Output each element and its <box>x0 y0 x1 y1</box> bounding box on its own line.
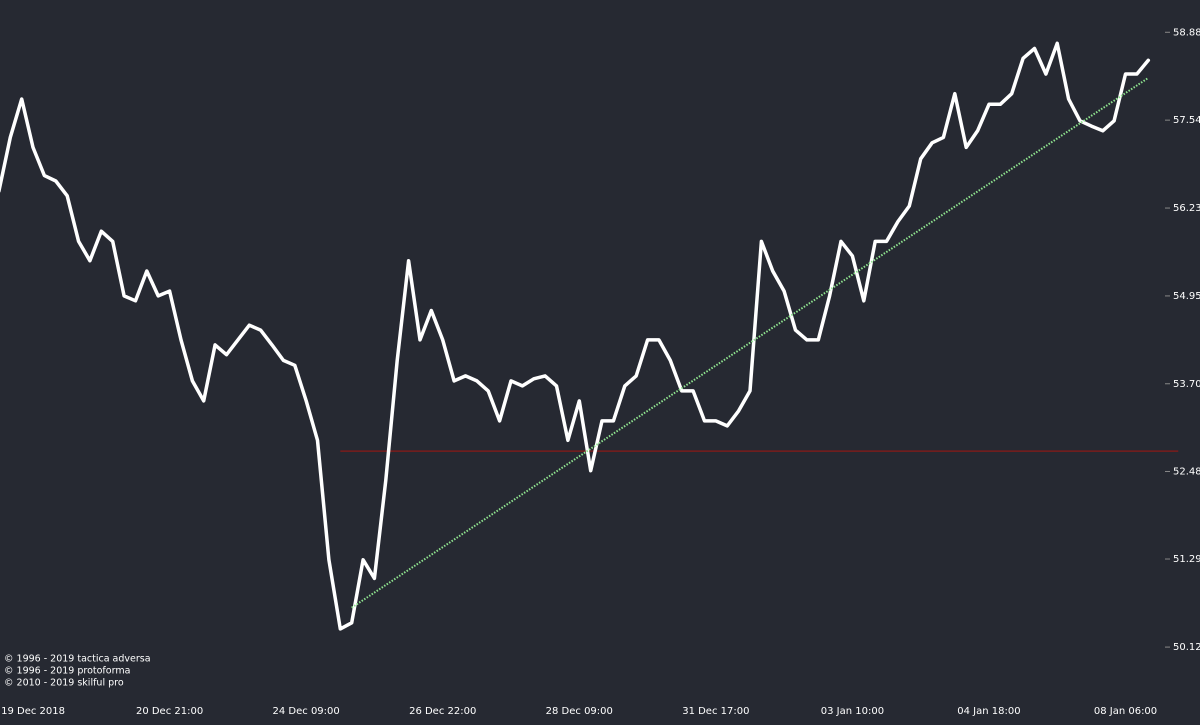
trend-line <box>351 77 1149 609</box>
y-tick-label: 52.48 <box>1173 466 1200 477</box>
y-tick-label: 56.23 <box>1173 203 1200 214</box>
x-tick-label: 24 Dec 09:00 <box>273 706 340 717</box>
x-tick-label: 26 Dec 22:00 <box>409 706 476 717</box>
x-tick-label: 31 Dec 17:00 <box>682 706 749 717</box>
x-tick-label: 03 Jan 10:00 <box>821 706 884 717</box>
copyright-note: © 2010 - 2019 skilful pro <box>4 678 124 689</box>
price-line <box>0 41 1151 631</box>
x-tick-label: 04 Jan 18:00 <box>957 706 1020 717</box>
x-tick-label: 08 Jan 06:00 <box>1094 706 1157 717</box>
y-tick-label: 53.70 <box>1173 379 1200 390</box>
y-tick-label: 54.95 <box>1173 291 1200 302</box>
y-tick-label: 58.88 <box>1173 27 1200 38</box>
copyright-note: © 1996 - 2019 tactica adversa <box>4 654 151 665</box>
y-tick-label: 51.29 <box>1173 554 1200 565</box>
x-tick-label: 19 Dec 2018 <box>1 706 65 717</box>
y-tick-label: 57.54 <box>1173 115 1200 126</box>
x-tick-label: 28 Dec 09:00 <box>546 706 613 717</box>
x-tick-label: 20 Dec 21:00 <box>136 706 203 717</box>
y-tick-label: 50.12 <box>1173 642 1200 653</box>
copyright-note: © 1996 - 2019 protoforma <box>4 666 130 677</box>
